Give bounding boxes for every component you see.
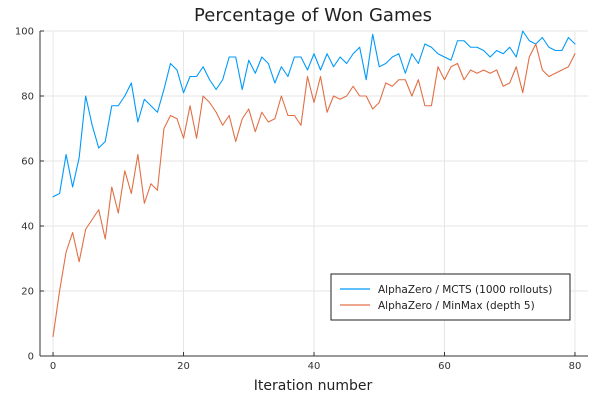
series-line-mcts [52,30,576,198]
x-axis-label: Iteration number [254,378,373,394]
axes [39,30,588,357]
x-tick-label: 40 [308,361,321,372]
legend-label-minmax: AlphaZero / MinMax (depth 5) [378,300,535,312]
legend-box [330,273,571,321]
chart-title: Percentage of Won Games [194,5,432,26]
y-tick-label: 20 [21,287,34,298]
x-tick-label: 0 [50,361,56,372]
x-tick-label: 60 [438,361,451,372]
x-tick-label: 20 [177,361,190,372]
series-line-minmax [52,43,576,338]
legend-label-mcts: AlphaZero / MCTS (1000 rollouts) [378,284,552,296]
legend: AlphaZero / MCTS (1000 rollouts) AlphaZe… [330,273,571,321]
tick-labels: 0 20 40 60 80 0 20 40 60 80 100 [15,27,581,373]
y-tick-label: 40 [21,222,34,233]
y-tick-label: 80 [21,92,34,103]
y-tick-label: 100 [15,27,34,38]
y-tick-label: 60 [21,157,34,168]
y-tick-label: 0 [28,352,34,363]
x-tick-label: 80 [569,361,582,372]
series-group [52,30,576,338]
